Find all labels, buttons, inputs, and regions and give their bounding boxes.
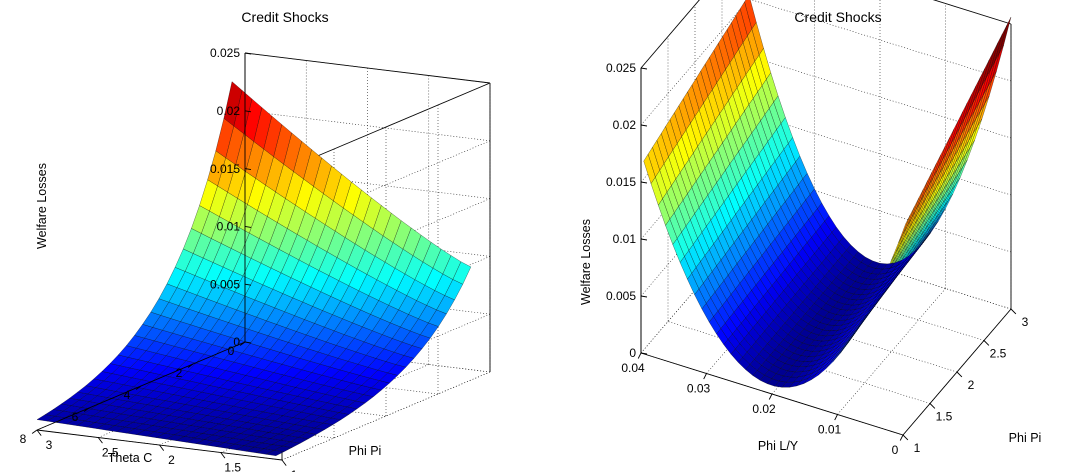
tick-labels: 0 0.01 0.02 0.03 0.04 1 1.5 2 2.5 3 0 0.005 0.01 0.01… xyxy=(606,61,1029,457)
x-tick-label: 1 xyxy=(291,468,298,472)
grid-line xyxy=(748,112,1012,196)
z-tick-label: 0.015 xyxy=(210,162,240,176)
y-tick-label: 4 xyxy=(124,388,131,402)
z-axis-label: Welfare Losses xyxy=(579,219,593,305)
x-tick-label: 0.02 xyxy=(752,402,776,416)
y-axis-label: Phi Pi xyxy=(1009,431,1042,445)
tick-mark xyxy=(244,168,252,171)
chart-left: Credit Shocks 1 1.5 2 2.5 3 0 2 4 6 8 0 0.005 0.01 0.… xyxy=(20,9,491,472)
tick-mark xyxy=(902,434,909,441)
y-tick-label: 1.5 xyxy=(936,410,953,424)
x-tick-label: 3 xyxy=(46,438,53,452)
tick-mark xyxy=(244,283,252,286)
tick-labels: 1 1.5 2 2.5 3 0 2 4 6 8 0 0.005 0.01 0.015 0.02 0.025 xyxy=(20,46,298,472)
y-tick-label: 2.5 xyxy=(990,347,1007,361)
tick-mark xyxy=(640,352,648,355)
tick-mark xyxy=(244,52,252,55)
x-tick-label: 0 xyxy=(892,443,899,457)
tick-mark xyxy=(983,340,990,346)
z-tick-label: 0.02 xyxy=(613,118,637,132)
tick-mark xyxy=(956,371,963,378)
tick-mark xyxy=(281,459,287,466)
y-tick-label: 6 xyxy=(72,410,79,424)
surface-patch xyxy=(867,260,881,269)
z-tick-label: 0.01 xyxy=(613,232,637,246)
tick-mark xyxy=(31,429,38,434)
grid-line xyxy=(933,0,1012,25)
tick-mark xyxy=(640,124,648,127)
z-tick-label: 0.02 xyxy=(217,104,241,118)
z-axis-label: Welfare Losses xyxy=(35,163,49,249)
tick-mark xyxy=(36,429,42,436)
z-tick-label: 0.025 xyxy=(210,46,240,60)
tick-mark xyxy=(220,452,226,459)
grid-line xyxy=(667,321,931,404)
grid-line xyxy=(751,0,1012,82)
z-tick-label: 0.015 xyxy=(606,175,636,189)
grid-line xyxy=(640,0,749,126)
grid-line xyxy=(640,0,700,69)
z-tick-label: 0.005 xyxy=(606,289,636,303)
tick-mark xyxy=(159,444,165,451)
z-tick-label: 0.005 xyxy=(210,277,240,291)
grid-line xyxy=(244,110,491,142)
z-tick-label: 0 xyxy=(629,346,636,360)
surface-patch xyxy=(223,81,243,127)
grid-line xyxy=(244,52,491,84)
tick-mark xyxy=(83,407,90,412)
axis-labels: Phi L/Y Phi Pi Welfare Losses xyxy=(579,219,1041,453)
x-tick-label: 1.5 xyxy=(224,461,241,472)
y-tick-label: 1 xyxy=(914,441,921,455)
tick-mark xyxy=(640,238,648,241)
chart-title: Credit Shocks xyxy=(794,9,881,25)
tick-mark xyxy=(640,181,648,184)
tick-mark xyxy=(239,341,246,346)
chart-right: Credit Shocks 0 0.01 0.02 0.03 0.04 1 1.5 2 2.5 3… xyxy=(579,0,1041,457)
x-tick-label: 0.03 xyxy=(687,382,711,396)
x-tick-label: 0.04 xyxy=(621,361,645,375)
tick-mark xyxy=(640,67,648,70)
axis-lines xyxy=(637,67,1017,441)
surface xyxy=(36,81,472,456)
tick-mark xyxy=(899,434,904,441)
tick-mark xyxy=(768,393,773,400)
y-tick-label: 2 xyxy=(968,378,975,392)
tick-mark xyxy=(187,363,194,368)
x-tick-label: 2 xyxy=(168,453,175,467)
tick-mark xyxy=(929,403,936,409)
x-axis-label: Phi L/Y xyxy=(758,439,799,453)
tick-mark xyxy=(640,295,648,298)
tick-mark xyxy=(244,341,252,344)
tick-mark xyxy=(244,225,252,228)
grid-line xyxy=(244,168,491,199)
chart-title: Credit Shocks xyxy=(241,9,328,25)
x-tick-label: 0.01 xyxy=(818,423,842,437)
axis-labels: Phi Pi Theta C Welfare Losses xyxy=(35,163,381,465)
surface xyxy=(643,0,1012,388)
tick-mark xyxy=(834,414,838,421)
axis-lines xyxy=(31,52,287,466)
x-axis-label: Phi Pi xyxy=(349,444,382,458)
tick-mark xyxy=(637,352,642,359)
grid-line xyxy=(837,288,946,415)
y-axis-label: Theta C xyxy=(108,451,152,465)
tick-mark xyxy=(244,110,252,113)
tick-mark xyxy=(1010,308,1017,315)
y-tick-label: 0 xyxy=(228,344,235,358)
z-tick-label: 0.01 xyxy=(217,220,241,234)
y-tick-label: 3 xyxy=(1022,315,1029,329)
tick-mark xyxy=(97,437,103,444)
tick-mark xyxy=(135,385,142,390)
tick-mark xyxy=(703,373,707,380)
y-tick-label: 2 xyxy=(176,366,183,380)
y-tick-label: 8 xyxy=(20,432,27,446)
x-tick-label: 2.5 xyxy=(102,446,119,460)
z-tick-label: 0 xyxy=(233,335,240,349)
z-tick-label: 0.025 xyxy=(606,61,636,75)
